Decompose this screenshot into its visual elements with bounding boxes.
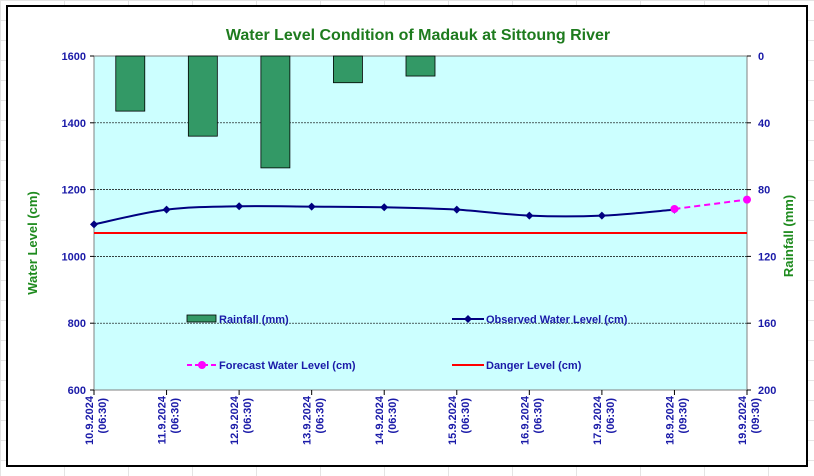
x-tick-label-date: 13.9.2024 <box>302 395 314 445</box>
legend-forecast-label: Forecast Water Level (cm) <box>219 360 356 372</box>
observed-point <box>90 220 98 229</box>
legend-rainfall-swatch <box>186 314 217 323</box>
x-tick-label-date: 16.9.2024 <box>519 395 531 445</box>
x-tick-label-date: 19.9.2024 <box>737 395 749 445</box>
right-tick-label: 120 <box>758 251 776 263</box>
left-tick-label: 1400 <box>62 118 86 130</box>
x-tick-label-date: 11.9.2024 <box>157 395 169 444</box>
rainfall-bar <box>333 55 363 84</box>
chart-title: Water Level Condition of Madauk at Sitto… <box>226 27 610 44</box>
x-tick-label-time: (06:30) <box>315 398 327 434</box>
forecast-series <box>670 195 751 213</box>
forecast-point <box>670 204 679 213</box>
y-axis-title-right: Rainfall (mm) <box>781 195 796 277</box>
legend-rainfall-label: Rainfall (mm) <box>219 314 289 326</box>
right-tick-label: 40 <box>758 118 770 130</box>
right-tick-label: 80 <box>758 185 770 197</box>
x-tick-label-date: 12.9.2024 <box>229 395 241 445</box>
left-tick-label: 1000 <box>62 251 86 263</box>
y-axis-title-left: Water Level (cm) <box>25 191 40 295</box>
observed-point <box>452 205 461 214</box>
x-tick-label-time: (09:30) <box>677 398 689 434</box>
rainfall-bar <box>115 55 146 112</box>
forecast-point <box>743 195 751 204</box>
observed-point <box>597 211 606 220</box>
x-tick-label-time: (06:30) <box>387 398 399 434</box>
x-tick-label-date: 14.9.2024 <box>374 395 386 445</box>
observed-point <box>525 211 534 220</box>
left-tick-label: 1200 <box>62 185 86 197</box>
x-axis-ticks: 10.9.2024 (06:30) 11.9.2024 (06:30) 12.9.202… <box>84 390 762 445</box>
left-tick-label: 1600 <box>62 51 86 63</box>
x-tick-label-date: 15.9.2024 <box>447 395 459 445</box>
rainfall-bar <box>260 55 291 169</box>
observed-point <box>235 202 244 211</box>
right-tick-label: 0 <box>758 51 764 63</box>
left-tick-label: 800 <box>68 318 86 330</box>
x-tick-label-time: (09:30) <box>750 398 762 434</box>
x-tick-label-time: (06:30) <box>605 398 617 434</box>
observed-point <box>380 203 389 212</box>
legend-observed-marker <box>464 315 472 323</box>
x-tick-label-time: (06:30) <box>97 398 109 434</box>
rainfall-bars <box>115 55 436 169</box>
x-tick-label-time: (06:30) <box>460 398 472 434</box>
rainfall-bar <box>405 55 436 77</box>
rainfall-bar <box>187 55 218 137</box>
x-tick-label-time: (06:30) <box>532 398 544 434</box>
legend-observed-label: Observed Water Level (cm) <box>486 314 628 326</box>
legend: Rainfall (mm) Observed Water Level (cm) Fo… <box>186 314 628 372</box>
x-tick-label-time: (06:30) <box>242 398 254 434</box>
observed-point <box>162 205 171 214</box>
x-tick-label-date: 10.9.2024 <box>84 395 96 445</box>
x-tick-label-date: 18.9.2024 <box>664 395 676 445</box>
legend-danger-label: Danger Level (cm) <box>486 360 582 372</box>
left-tick-label: 600 <box>68 385 86 397</box>
forecast-line <box>674 198 748 210</box>
left-axis-ticks: 1600 1400 1200 1000 800 600 <box>62 51 94 397</box>
right-axis-ticks: 0 40 80 120 160 200 <box>747 51 776 397</box>
x-tick-label-date: 17.9.2024 <box>592 395 604 445</box>
right-tick-label: 160 <box>758 318 776 330</box>
right-tick-label: 200 <box>758 385 776 397</box>
legend-forecast-marker <box>198 361 206 369</box>
observed-point <box>307 202 316 211</box>
x-tick-label-time: (06:30) <box>170 398 182 434</box>
